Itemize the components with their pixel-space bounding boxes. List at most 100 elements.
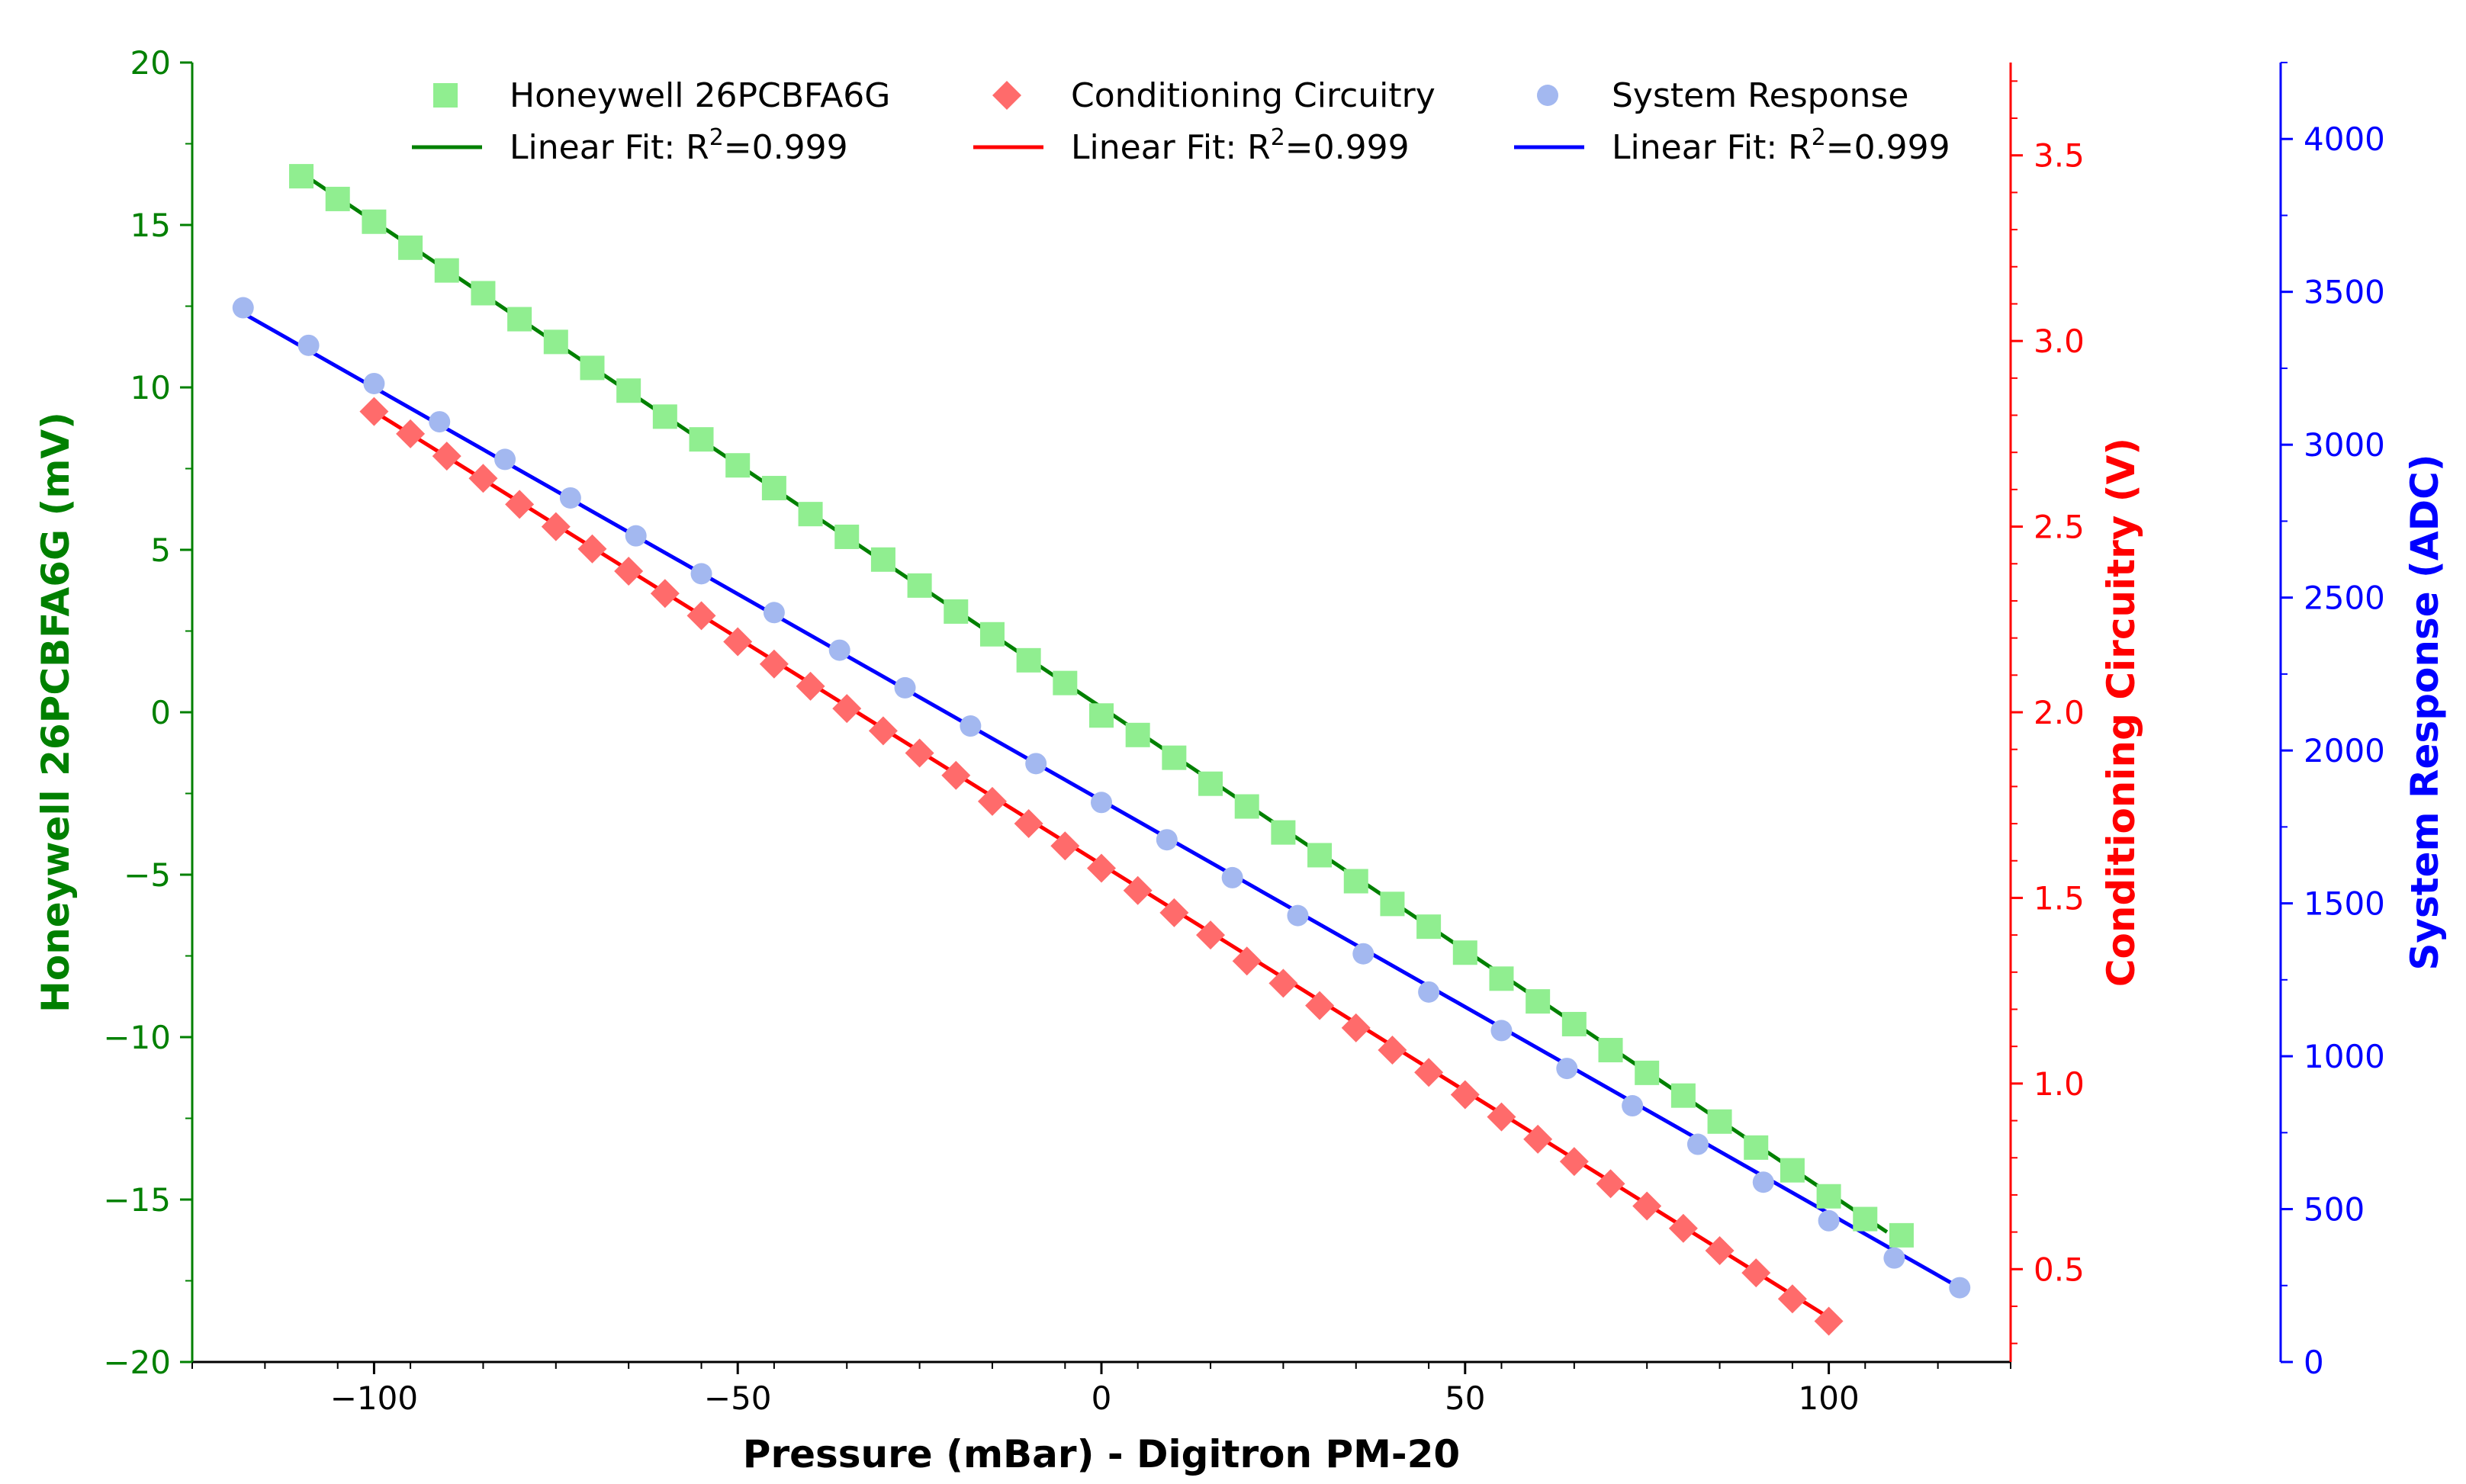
left-tick-label: −5 <box>124 856 171 894</box>
data-point <box>1016 647 1041 673</box>
data-point <box>1780 1158 1805 1183</box>
data-point <box>1889 1222 1914 1248</box>
data-point <box>1883 1247 1905 1269</box>
data-point <box>941 760 971 790</box>
data-point <box>1014 809 1043 839</box>
data-point <box>828 639 850 661</box>
left-tick-label: 0 <box>150 694 171 731</box>
data-point <box>396 419 426 448</box>
legend-label-main: Linear Fit: R <box>1612 128 1812 167</box>
data-point <box>1089 703 1114 728</box>
data-point <box>1526 989 1551 1014</box>
data-point <box>1556 1058 1578 1080</box>
data-point <box>1707 1109 1732 1134</box>
data-point <box>1744 1135 1769 1160</box>
data-point <box>289 164 314 189</box>
data-point <box>1343 869 1368 894</box>
data-point <box>1087 853 1116 883</box>
data-point <box>297 334 320 356</box>
left-axis-title: Honeywell 26PCBFA6G (mV) <box>34 412 78 1013</box>
legend-label-tail: =0.999 <box>724 128 848 167</box>
legend-label-tail: =0.999 <box>1285 128 1410 167</box>
data-point <box>398 235 423 260</box>
data-point <box>689 427 714 452</box>
data-point <box>1196 920 1226 950</box>
data-point <box>761 476 786 501</box>
legend-label-tail: =0.999 <box>1826 128 1950 167</box>
data-point <box>1053 670 1078 695</box>
data-point <box>429 411 451 433</box>
data-point <box>894 676 916 699</box>
right-axis-title-conditioning: Conditioning Circuitry (V) <box>2099 438 2143 987</box>
data-point <box>1271 820 1296 845</box>
legend-label: Honeywell 26PCBFA6G <box>510 76 890 115</box>
data-point <box>468 464 498 493</box>
left-tick-label: 15 <box>130 207 171 244</box>
data-point <box>1050 831 1080 861</box>
legend: Honeywell 26PCBFA6G Conditioning Circuitr… <box>412 76 1950 167</box>
data-point <box>434 258 459 283</box>
right1-tick-label: 3.5 <box>2034 137 2085 175</box>
data-point <box>1416 914 1442 940</box>
data-point <box>1232 946 1262 976</box>
data-point <box>541 512 571 541</box>
right2-tick-label: 2000 <box>2304 732 2385 769</box>
data-point <box>359 397 389 426</box>
legend-label: System Response <box>1612 76 1908 115</box>
series-1 <box>359 397 1844 1336</box>
data-point <box>1452 940 1477 965</box>
right1-tick-label: 3.0 <box>2034 323 2085 360</box>
data-point <box>494 448 516 471</box>
right2-tick-label: 1000 <box>2304 1038 2385 1075</box>
x-tick-label: −50 <box>704 1380 772 1417</box>
legend-label-sup: 2 <box>1271 124 1285 151</box>
data-point <box>1123 875 1153 905</box>
data-point <box>505 490 535 519</box>
data-point <box>614 556 644 586</box>
data-point <box>1380 891 1405 917</box>
data-point <box>325 186 350 211</box>
data-point <box>1305 991 1335 1020</box>
series-0 <box>289 164 1914 1248</box>
data-point <box>559 487 581 509</box>
data-point <box>1949 1277 1971 1299</box>
data-point <box>1414 1058 1444 1087</box>
data-point <box>1418 981 1440 1003</box>
right1-tick-label: 0.5 <box>2034 1251 2085 1288</box>
data-point <box>1162 745 1187 770</box>
data-point <box>1125 722 1150 747</box>
right2-tick-label: 3500 <box>2304 274 2385 311</box>
data-point <box>580 355 605 381</box>
data-point <box>616 378 641 403</box>
data-point <box>944 599 969 624</box>
legend-label-sup: 2 <box>1812 124 1826 151</box>
x-axis-title: Pressure (mBar) - Digitron PM-20 <box>743 1432 1460 1476</box>
data-point <box>1159 898 1189 927</box>
data-point <box>1632 1191 1662 1221</box>
right-axis-title-system: System Response (ADC) <box>2403 454 2447 970</box>
left-tick-label: 5 <box>150 532 171 569</box>
data-point <box>870 547 895 572</box>
data-point <box>1561 1011 1587 1036</box>
data-point <box>1352 943 1374 965</box>
data-point <box>1596 1169 1625 1199</box>
data-point <box>759 649 789 679</box>
data-point <box>232 297 254 319</box>
data-point <box>1686 1133 1709 1155</box>
data-point <box>1777 1284 1807 1314</box>
left-tick-label: 20 <box>130 44 171 82</box>
data-point <box>1341 1013 1371 1042</box>
data-point <box>977 786 1007 816</box>
data-point <box>1307 843 1333 868</box>
data-point <box>1487 1102 1516 1132</box>
left-tick-label: −15 <box>103 1181 171 1219</box>
data-point <box>652 404 677 429</box>
data-point <box>1091 792 1112 814</box>
data-point <box>868 716 898 746</box>
data-point <box>1156 829 1178 851</box>
data-point <box>1025 753 1047 775</box>
data-point <box>1814 1306 1844 1336</box>
left-tick-label: −20 <box>103 1344 171 1381</box>
right2-tick-label: 4000 <box>2304 120 2385 158</box>
